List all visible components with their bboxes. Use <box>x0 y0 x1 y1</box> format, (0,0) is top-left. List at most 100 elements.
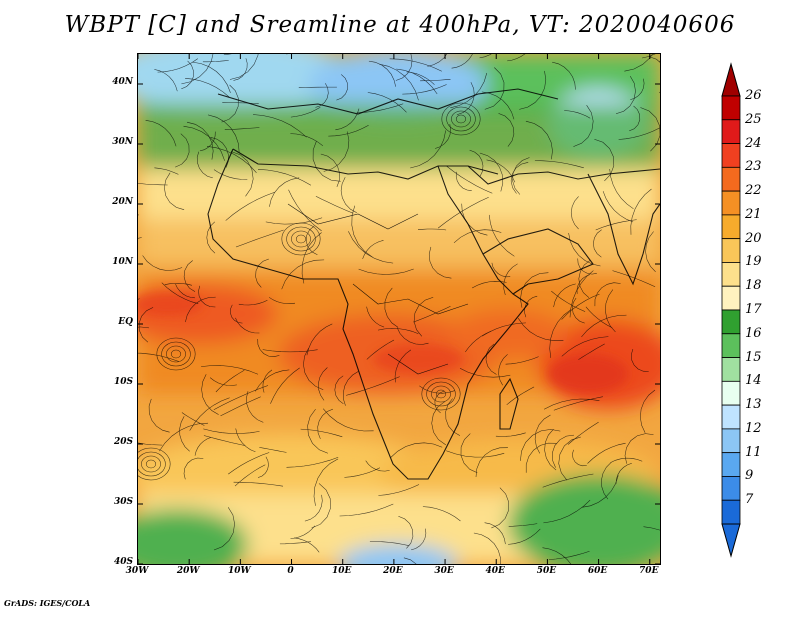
vortex-streamline <box>295 234 307 244</box>
streamline <box>203 428 260 434</box>
colorbar-swatch <box>721 309 741 335</box>
streamline <box>450 72 488 109</box>
streamline <box>561 293 600 320</box>
streamline <box>262 349 318 353</box>
streamline <box>293 537 320 553</box>
colorbar-swatch <box>721 476 741 501</box>
streamline <box>396 68 438 95</box>
vortex-streamline <box>286 226 316 252</box>
colorbar-swatch <box>721 404 741 430</box>
streamline <box>524 295 538 318</box>
colorbar-level-label: 18 <box>745 278 762 294</box>
streamline <box>431 401 446 446</box>
streamline <box>290 106 321 118</box>
streamline <box>356 103 404 113</box>
streamline <box>498 113 515 147</box>
streamline <box>142 255 183 271</box>
streamline <box>257 338 280 357</box>
streamline <box>417 228 447 231</box>
streamline <box>485 343 497 375</box>
streamline <box>377 328 419 334</box>
streamline <box>303 348 324 390</box>
streamline <box>484 67 505 110</box>
streamline <box>164 172 185 210</box>
streamline <box>346 376 400 396</box>
streamline <box>602 191 634 223</box>
streamline <box>164 283 192 286</box>
colorbar-level-label: 15 <box>745 349 762 365</box>
streamline <box>378 484 420 496</box>
streamline <box>465 330 492 353</box>
colorbar-swatch <box>721 452 741 477</box>
vortex-streamline <box>455 114 467 124</box>
colorbar-level-label: 7 <box>745 492 754 508</box>
streamline <box>615 75 636 115</box>
streamline <box>334 375 344 405</box>
streamline <box>593 229 602 258</box>
vortex-streamline <box>426 381 456 407</box>
streamline <box>394 349 412 383</box>
lat-tick-label: 20N <box>112 197 133 207</box>
streamline <box>298 86 337 88</box>
lon-tick-label: 60E <box>587 566 608 576</box>
streamline <box>544 429 557 471</box>
lon-tick-label: 30E <box>434 566 454 576</box>
colorbar-swatch <box>721 499 741 525</box>
streamline <box>318 367 328 401</box>
streamline <box>624 433 654 464</box>
colorbar-swatch <box>721 285 741 311</box>
streamline <box>257 169 312 186</box>
streamline <box>213 169 248 180</box>
streamline <box>255 369 290 392</box>
streamline <box>366 339 395 360</box>
streamline <box>479 152 504 192</box>
colorbar-swatch <box>721 119 741 144</box>
colorbar-swatch <box>721 190 741 216</box>
streamline <box>323 131 350 172</box>
streamline <box>519 70 547 110</box>
streamline <box>181 60 194 90</box>
streamline <box>207 114 240 153</box>
streamline <box>181 54 214 85</box>
streamline <box>366 306 385 328</box>
streamline <box>154 69 178 92</box>
streamline <box>259 447 287 453</box>
colorbar-swatch <box>721 214 741 240</box>
streamline <box>196 151 213 179</box>
streamline <box>631 349 649 372</box>
colorbar-swatch <box>721 166 741 192</box>
streamline <box>348 231 394 264</box>
lon-tick-label: 20W <box>176 566 200 576</box>
streamline <box>508 523 538 527</box>
vortex-streamline <box>281 222 321 256</box>
streamline <box>525 120 553 160</box>
streamline <box>542 473 594 488</box>
colorbar-level-label: 24 <box>745 135 762 151</box>
streamline <box>175 133 190 168</box>
streamline <box>306 323 333 356</box>
streamline <box>368 60 396 87</box>
streamline <box>233 58 248 81</box>
colorbar-swatch <box>721 238 741 263</box>
streamline <box>505 356 539 365</box>
streamline <box>161 282 199 304</box>
colorbar-level-label: 20 <box>745 230 762 246</box>
streamline <box>618 127 660 140</box>
streamline <box>185 78 230 98</box>
streamline <box>587 442 626 464</box>
lon-tick-label: 50E <box>536 566 557 576</box>
colorbar-level-label: 23 <box>745 159 762 175</box>
streamline <box>643 526 660 531</box>
streamline <box>179 416 190 452</box>
streamline <box>343 371 359 406</box>
vortex-streamline <box>421 377 461 411</box>
vortex-streamline <box>161 341 191 367</box>
streamline <box>498 354 508 386</box>
streamline <box>286 457 339 468</box>
streamline <box>506 386 535 406</box>
streamline <box>410 130 446 169</box>
streamline <box>569 270 594 318</box>
vortex-streamline <box>451 110 471 128</box>
streamline <box>175 283 195 299</box>
streamline <box>471 281 507 289</box>
